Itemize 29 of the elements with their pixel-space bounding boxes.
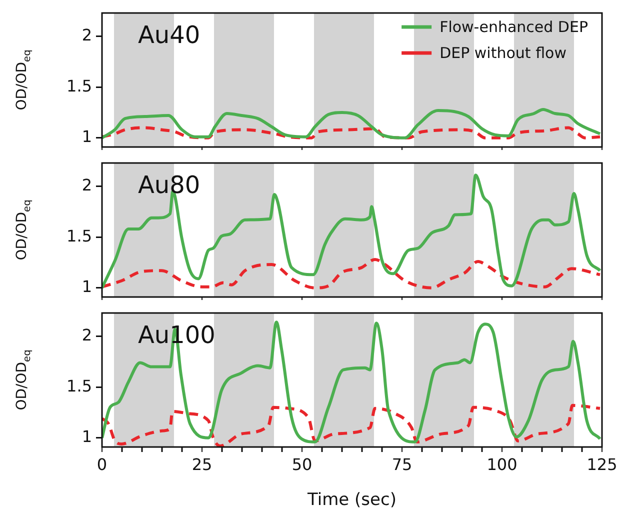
legend-label: Flow-enhanced DEP [440,18,588,36]
y-tick-label: 2 [82,326,92,345]
x-axis-title: Time (sec) [306,490,396,510]
y-axis-title: OD/ODeq [14,350,34,410]
x-tick-label: 0 [96,454,108,474]
legend-label: DEP without flow [440,44,566,62]
line-series [102,320,602,444]
y-tick-label: 1 [82,277,92,296]
y-tick-label: 2 [82,176,92,195]
y-tick-label: 1.5 [66,226,92,246]
y-tick-label: 1.5 [66,76,92,96]
x-tick-label: 25 [192,454,212,474]
line-series [102,258,602,290]
x-tick-label: 50 [292,454,312,474]
y-axis-title: OD/ODeq [14,200,34,260]
chart-title: Au80 [138,171,200,199]
line-series [102,126,602,140]
y-tick-label: 1.5 [66,376,92,396]
chart-title: Au40 [138,21,200,49]
line-series [102,404,602,447]
line-series [102,174,602,290]
x-tick-label: 75 [392,454,412,474]
y-axis-title: OD/ODeq [14,50,34,110]
x-tick-label: 100 [486,454,518,474]
x-tick-label: 125 [586,454,618,474]
line-series [102,108,602,140]
y-tick-label: 1 [82,427,92,446]
y-tick-label: 2 [82,26,92,45]
y-tick-label: 1 [82,127,92,146]
